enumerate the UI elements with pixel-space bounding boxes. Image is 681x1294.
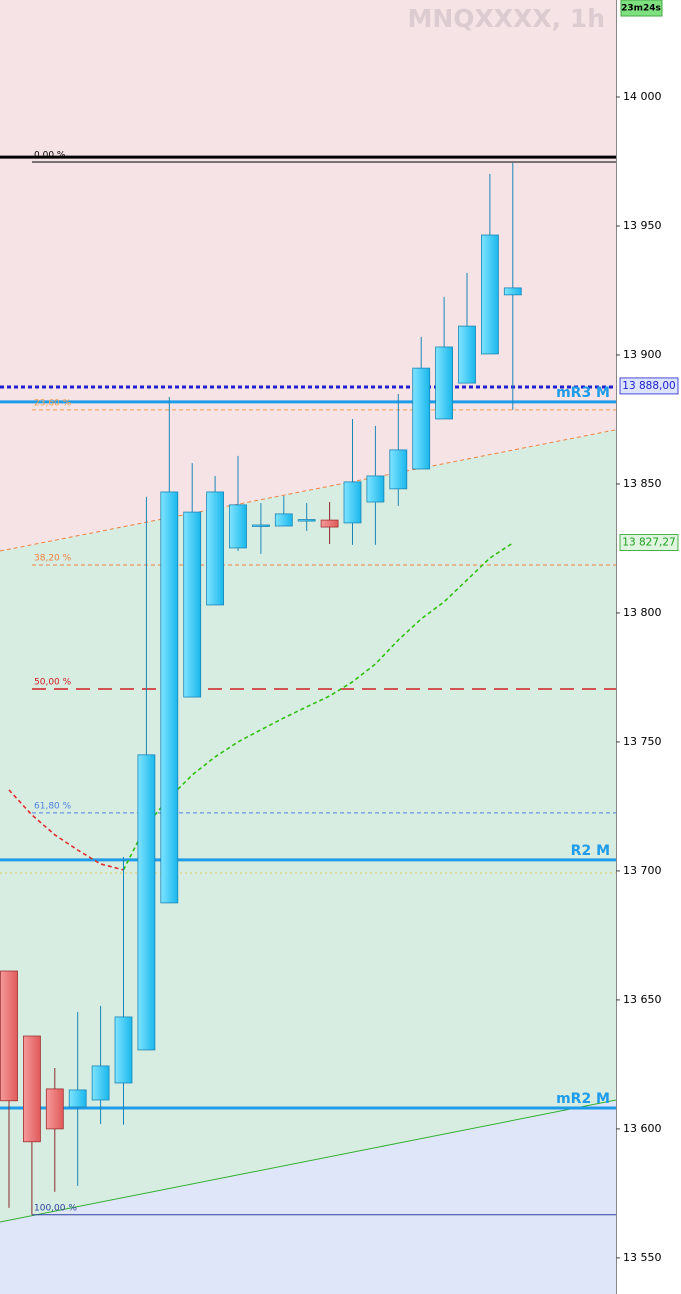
- y-tick-label: 13 750: [623, 735, 662, 748]
- candle-body: [274, 513, 293, 527]
- y-tick-label: 13 550: [623, 1251, 662, 1264]
- candle-body: [251, 524, 270, 527]
- candle-body: [0, 970, 18, 1102]
- y-tick-label: 13 650: [623, 993, 662, 1006]
- level-label: 61,80 %: [34, 801, 72, 811]
- y-tick-label: 13 900: [623, 348, 662, 361]
- zone-middle: [0, 429, 616, 1223]
- candle-body: [45, 1088, 64, 1130]
- candle-body: [343, 481, 362, 524]
- y-tick-label: 13 950: [623, 219, 662, 232]
- price-label-box: [619, 377, 679, 395]
- candle-body: [22, 1035, 41, 1143]
- level-label: R2 M: [571, 843, 610, 859]
- level-label: 0,00 %: [34, 151, 66, 161]
- timer-box: [620, 0, 663, 17]
- level-label: mR3 M: [556, 385, 610, 401]
- level-label: 23,60 %: [34, 398, 72, 408]
- chart-title: MNQXXXX, 1h: [407, 4, 605, 33]
- candle-body: [206, 491, 225, 606]
- candle-body: [137, 754, 156, 1051]
- candle-body: [160, 491, 179, 904]
- candle-body: [183, 511, 202, 698]
- candle-body: [389, 449, 408, 490]
- y-tick-label: 13 600: [623, 1122, 662, 1135]
- price-label-box: [619, 534, 679, 551]
- candle-body: [435, 346, 454, 420]
- level-label: 38,20 %: [34, 553, 72, 563]
- candle-body: [68, 1089, 87, 1108]
- level-label: 100,00 %: [34, 1203, 77, 1213]
- candle-body: [480, 234, 499, 355]
- price-label: 13 888,00: [622, 380, 675, 392]
- candle-body: [114, 1016, 133, 1084]
- price-label: 13 827,27: [622, 537, 675, 549]
- y-tick-label: 13 700: [623, 864, 662, 877]
- trendline: [0, 1099, 617, 1223]
- y-tick-label: 14 000: [623, 90, 662, 103]
- level-label: 50,00 %: [34, 678, 72, 688]
- candle-body: [366, 475, 385, 503]
- timer: 23m24s: [621, 4, 661, 14]
- candle-body: [320, 519, 339, 528]
- zone-lower: [0, 1100, 616, 1294]
- candle-body: [503, 287, 522, 296]
- candle-body: [412, 367, 431, 470]
- level-label: mR2 M: [556, 1091, 610, 1107]
- candle-body: [458, 325, 476, 384]
- candle-body: [297, 519, 316, 522]
- candle-body: [91, 1065, 110, 1101]
- candle-body: [229, 504, 247, 549]
- zone-upper: [0, 0, 616, 552]
- y-tick-label: 13 800: [623, 606, 662, 619]
- moving-average: [8, 789, 124, 871]
- moving-average: [122, 542, 514, 871]
- y-tick-label: 13 850: [623, 477, 662, 490]
